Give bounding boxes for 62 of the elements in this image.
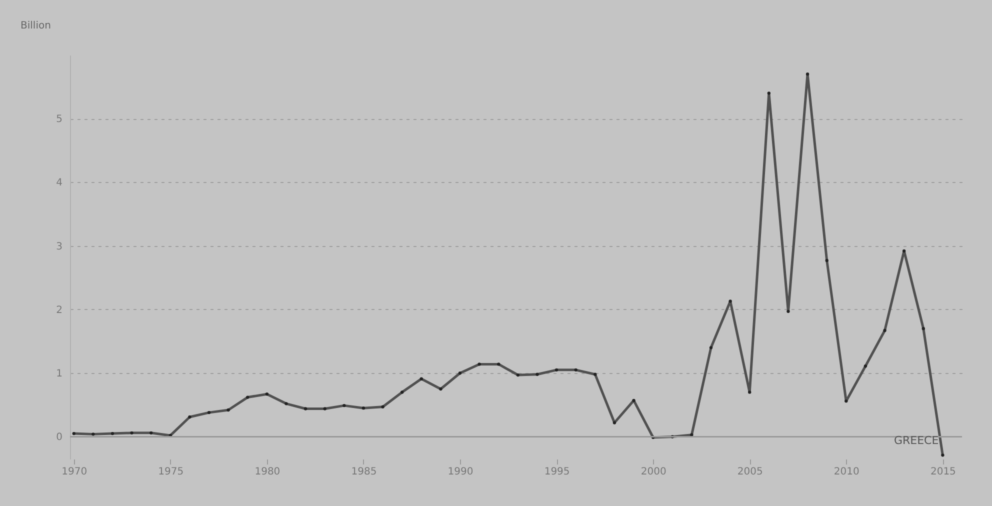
point bbox=[922, 326, 925, 330]
point bbox=[284, 402, 288, 406]
x-tick-label: 2000 bbox=[640, 466, 666, 478]
x-tick-label: 1995 bbox=[544, 466, 570, 478]
point bbox=[323, 407, 326, 410]
point bbox=[458, 372, 462, 375]
point bbox=[767, 92, 771, 95]
point bbox=[439, 387, 442, 391]
point bbox=[786, 310, 790, 313]
point bbox=[594, 372, 597, 376]
x-tick-label: 1970 bbox=[62, 466, 88, 478]
point bbox=[709, 346, 713, 350]
y-tick-label: 3 bbox=[56, 241, 62, 252]
point bbox=[748, 390, 752, 394]
y-tick-label: 5 bbox=[56, 114, 62, 126]
y-tick-label: 4 bbox=[56, 178, 62, 189]
point bbox=[497, 362, 500, 366]
point bbox=[536, 372, 539, 376]
point bbox=[207, 410, 211, 414]
point bbox=[150, 431, 153, 434]
y-tick-label: 1 bbox=[56, 368, 62, 380]
point bbox=[632, 398, 636, 402]
point bbox=[864, 364, 868, 368]
y-tick-label: 0 bbox=[56, 432, 62, 444]
point bbox=[188, 415, 192, 419]
point bbox=[304, 407, 308, 410]
y-tick-label: 2 bbox=[56, 304, 62, 316]
point bbox=[92, 432, 95, 436]
series-label: GREECE bbox=[894, 434, 939, 448]
point bbox=[362, 406, 366, 410]
point bbox=[478, 362, 481, 366]
point bbox=[728, 300, 732, 303]
point bbox=[226, 408, 230, 412]
point bbox=[246, 396, 250, 399]
point bbox=[342, 404, 346, 408]
point bbox=[516, 373, 520, 377]
point bbox=[400, 390, 404, 394]
point bbox=[806, 72, 810, 76]
point bbox=[574, 368, 578, 372]
point bbox=[110, 432, 114, 436]
point bbox=[554, 368, 558, 372]
x-tick-label: 2015 bbox=[930, 466, 956, 478]
point bbox=[381, 405, 384, 408]
point bbox=[844, 400, 848, 403]
y-axis-title: Billion bbox=[20, 20, 51, 32]
point bbox=[72, 432, 76, 436]
x-tick-label: 2010 bbox=[834, 466, 860, 478]
point bbox=[420, 377, 423, 380]
point bbox=[612, 421, 616, 424]
point bbox=[265, 392, 269, 396]
line-series bbox=[72, 72, 944, 457]
point bbox=[941, 454, 944, 457]
x-tick-label: 1975 bbox=[158, 466, 184, 478]
point bbox=[902, 249, 906, 253]
x-tick-label: 2005 bbox=[737, 466, 763, 478]
x-tick-label: 1980 bbox=[254, 466, 280, 478]
point bbox=[130, 431, 134, 434]
point bbox=[883, 328, 886, 332]
x-tick-label: 1985 bbox=[351, 466, 377, 478]
x-tick-label: 1990 bbox=[448, 466, 474, 478]
point bbox=[825, 258, 828, 262]
point bbox=[690, 433, 694, 436]
